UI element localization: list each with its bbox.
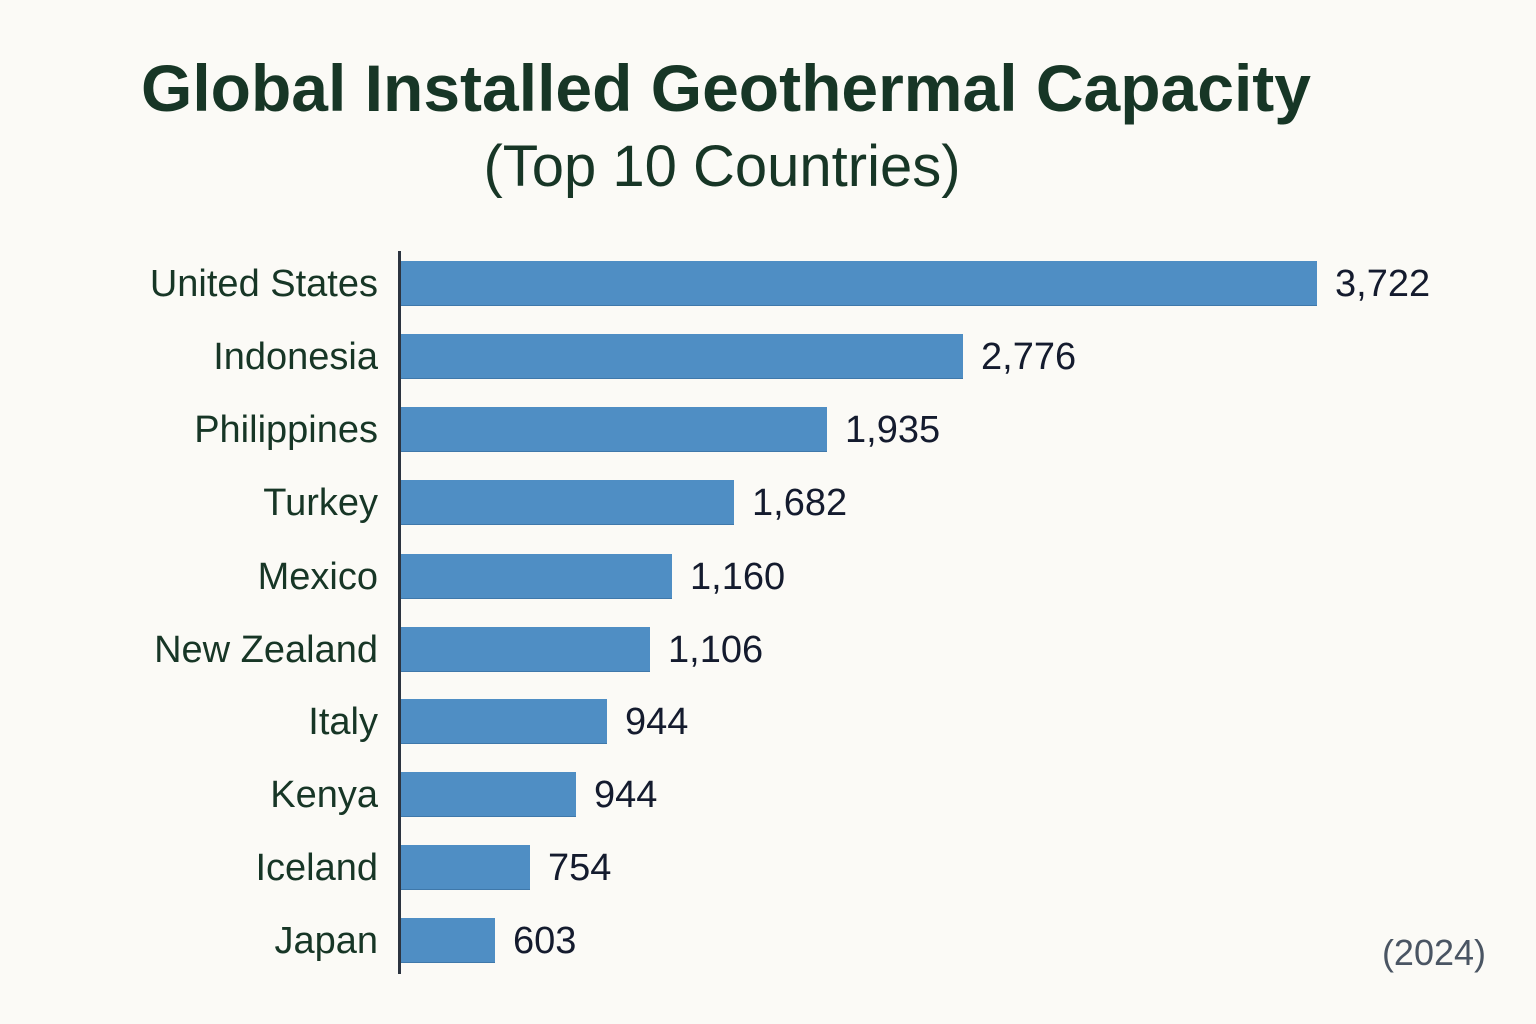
bar-row: Turkey 1,682 — [0, 480, 1536, 526]
bar-row: Kenya 944 — [0, 772, 1536, 818]
bar — [401, 261, 1317, 306]
bar-row: Indonesia 2,776 — [0, 334, 1536, 380]
bar-row: New Zealand 1,106 — [0, 627, 1536, 673]
bar — [401, 772, 576, 817]
bar — [401, 554, 672, 599]
category-label: Philippines — [194, 409, 378, 451]
category-label: Mexico — [257, 556, 378, 598]
year-annotation: (2024) — [1381, 932, 1486, 973]
bar — [401, 627, 650, 672]
category-label: Indonesia — [213, 336, 378, 378]
category-label: United States — [149, 263, 378, 305]
value-label: 944 — [625, 701, 689, 743]
category-label: Turkey — [263, 482, 378, 524]
chart-subtitle: (Top 10 Countries) — [483, 134, 961, 199]
value-label: 1,935 — [845, 409, 941, 451]
category-label: Japan — [274, 920, 378, 962]
bar — [401, 699, 607, 744]
bar — [401, 480, 734, 525]
bar — [401, 918, 495, 963]
value-label: 754 — [548, 847, 612, 889]
category-label: New Zealand — [154, 629, 378, 671]
category-label: Kenya — [270, 774, 378, 816]
bar-row: Philippines 1,935 — [0, 407, 1536, 453]
bar-row: Italy 944 — [0, 699, 1536, 745]
bar-row: United States 3,722 — [0, 261, 1536, 307]
bar — [401, 334, 963, 379]
value-label: 3,722 — [1335, 263, 1431, 305]
bar — [401, 407, 827, 452]
bar-row: Iceland 754 — [0, 845, 1536, 891]
category-label: Italy — [308, 701, 378, 743]
value-label: 1,106 — [668, 629, 764, 671]
y-axis-line — [398, 251, 401, 974]
value-label: 603 — [513, 920, 577, 962]
value-label: 1,682 — [752, 482, 848, 524]
category-label: Iceland — [255, 847, 378, 889]
bar-row: Japan 603 — [0, 918, 1536, 964]
bar — [401, 845, 530, 890]
value-label: 944 — [594, 774, 658, 816]
value-label: 2,776 — [981, 336, 1077, 378]
chart-title: Global Installed Geothermal Capacity — [141, 51, 1311, 125]
bar-row: Mexico 1,160 — [0, 554, 1536, 600]
value-label: 1,160 — [690, 556, 786, 598]
